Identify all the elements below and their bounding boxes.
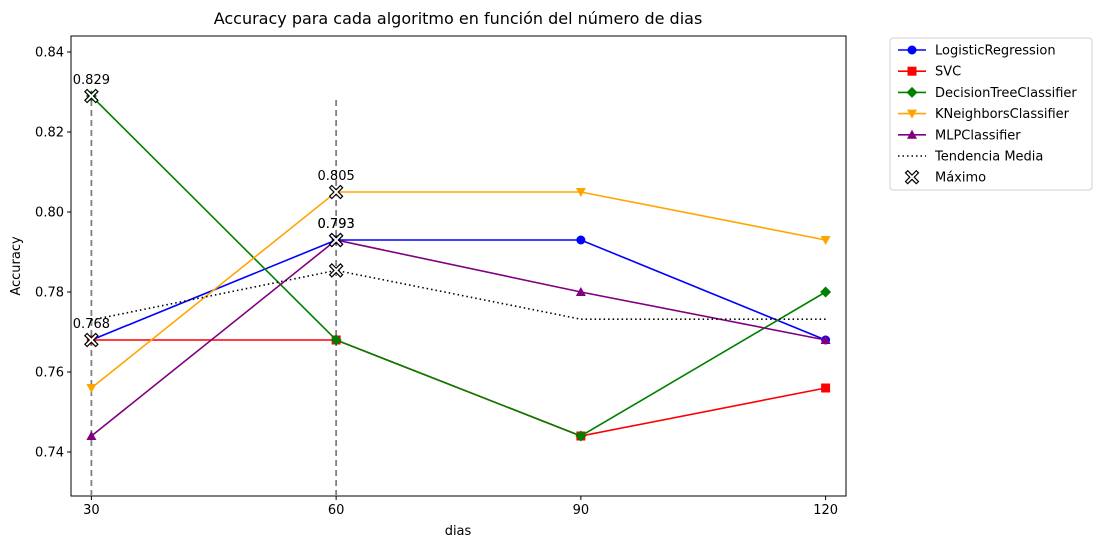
x-tick-label: 120 (813, 503, 838, 518)
max-marker (84, 332, 99, 348)
series-point-DecisionTreeClassifier (575, 430, 587, 442)
series-line-MLPClassifier (90, 239, 826, 437)
y-tick-label: 0.74 (35, 446, 64, 461)
series-point-SVC (821, 383, 831, 393)
legend-marker-MLPClassifier (907, 129, 917, 139)
legend-label: KNeighborsClassifier (935, 107, 1070, 122)
series-point-KNeighborsClassifier (575, 188, 586, 197)
legend-label: MLPClassifier (935, 128, 1021, 143)
legend-label: Máximo (935, 171, 986, 186)
legend-marker-KNeighborsClassifier (907, 109, 917, 119)
plot-frame (70, 35, 847, 497)
legend-frame (889, 37, 1093, 191)
max-marker (328, 184, 344, 200)
legend-marker-max (904, 169, 920, 185)
y-tick-label: 0.76 (35, 366, 64, 381)
chart-title: Accuracy para cada algoritmo en función … (214, 9, 703, 28)
series-point-MLPClassifier (86, 431, 97, 440)
series-line-LogisticRegression (91, 239, 826, 341)
max-annotation: 0.805 (318, 169, 355, 184)
max-annotation: 0.793 (318, 217, 355, 232)
max-marker (84, 88, 99, 104)
legend-marker-SVC (907, 66, 917, 76)
y-tick-label: 0.80 (35, 206, 64, 221)
legend-marker-DecisionTreeClassifier (906, 86, 918, 98)
series-point-MLPClassifier (820, 335, 831, 344)
x-tick-label: 30 (83, 503, 100, 518)
legend-label: SVC (935, 65, 961, 80)
legend-label: Tendencia Media (934, 150, 1043, 165)
legend-label: DecisionTreeClassifier (935, 86, 1077, 101)
series-point-LogisticRegression (576, 235, 586, 245)
series-point-KNeighborsClassifier (820, 236, 831, 245)
trend-line (91, 269, 826, 321)
x-axis-title: dias (445, 524, 472, 539)
series-line-DecisionTreeClassifier (90, 95, 827, 437)
max-annotation: 0.768 (73, 317, 110, 332)
max-annotation: 0.793 (318, 217, 355, 232)
x-tick-label: 60 (328, 503, 345, 518)
max-marker (328, 232, 344, 248)
max-annotation: 0.829 (73, 73, 110, 88)
legend-marker-LogisticRegression (907, 45, 917, 55)
x-tick-label: 90 (573, 503, 590, 518)
series-point-DecisionTreeClassifier (330, 334, 342, 346)
series-point-DecisionTreeClassifier (820, 286, 832, 298)
legend: LogisticRegression SVC DecisionTreeClassif… (889, 37, 1093, 191)
legend-label: LogisticRegression (935, 44, 1056, 59)
plot-area: 0.74 0.76 0.78 0.80 0.82 0.84 30 60 90 120 0.829 0.… (35, 35, 847, 518)
y-tick-label: 0.82 (35, 126, 64, 141)
y-tick-label: 0.84 (35, 46, 64, 61)
series-point-KNeighborsClassifier (86, 384, 97, 393)
y-axis-title: Accuracy (9, 236, 24, 296)
max-marker (328, 263, 344, 278)
y-tick-label: 0.78 (35, 286, 64, 301)
series-point-MLPClassifier (575, 287, 586, 296)
series-line-KNeighborsClassifier (90, 191, 826, 389)
